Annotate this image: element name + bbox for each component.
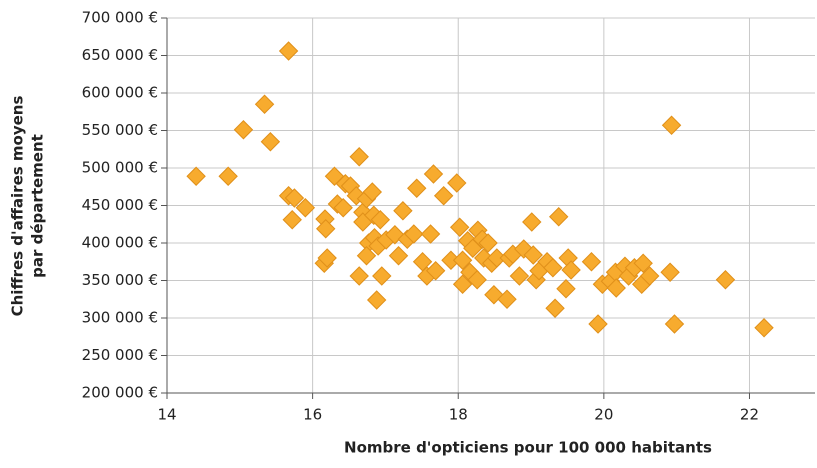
point — [349, 147, 369, 167]
point — [664, 314, 685, 334]
point — [420, 224, 441, 244]
y-tick-label: 450 000 € — [82, 196, 158, 214]
point — [449, 217, 470, 237]
point — [581, 252, 602, 272]
x-tick-label: 14 — [157, 406, 176, 424]
point — [404, 224, 424, 244]
point — [556, 279, 576, 299]
point — [633, 253, 653, 273]
point — [317, 248, 337, 268]
point — [423, 164, 444, 184]
y-tick-label: 300 000 € — [82, 309, 158, 327]
point — [715, 270, 736, 290]
point — [497, 289, 517, 309]
point — [186, 166, 206, 186]
point — [372, 266, 392, 286]
point — [522, 212, 542, 232]
point — [356, 246, 377, 266]
y-tick-label: 550 000 € — [82, 121, 158, 139]
y-tick-label: 650 000 € — [82, 46, 158, 64]
y-tick-label: 700 000 € — [82, 9, 158, 27]
point — [543, 258, 563, 278]
point — [218, 166, 238, 186]
y-tick-label: 350 000 € — [82, 271, 158, 289]
y-tick-label: 200 000 € — [82, 384, 158, 402]
point — [561, 260, 581, 280]
point — [295, 198, 316, 218]
point — [549, 207, 569, 227]
point — [260, 132, 281, 152]
y-tick-label: 400 000 € — [82, 234, 158, 252]
point — [233, 120, 254, 140]
point — [407, 178, 427, 198]
point — [284, 188, 305, 208]
point — [433, 186, 454, 206]
point — [447, 173, 467, 193]
point — [349, 266, 369, 286]
point — [316, 219, 336, 239]
point — [660, 262, 680, 282]
point — [366, 290, 387, 310]
point — [640, 266, 660, 286]
point — [754, 318, 774, 338]
y-tick-label: 250 000 € — [82, 346, 158, 364]
y-tick-label: 600 000 € — [82, 84, 158, 102]
point — [254, 94, 275, 114]
point — [452, 274, 473, 294]
point — [370, 210, 391, 230]
point — [661, 115, 682, 135]
point — [452, 250, 473, 270]
y-axis-label: Chiffres d'affaires moyens — [9, 96, 27, 317]
x-tick-label: 20 — [594, 406, 613, 424]
x-tick-label: 22 — [740, 406, 759, 424]
point — [362, 182, 383, 202]
point — [425, 261, 446, 281]
point — [393, 201, 413, 221]
point — [333, 198, 353, 218]
point — [467, 270, 487, 290]
point — [545, 298, 565, 318]
point — [388, 246, 409, 266]
point — [523, 245, 543, 265]
point — [509, 266, 530, 286]
x-axis-label: Nombre d'opticiens pour 100 000 habitant… — [344, 439, 712, 457]
point — [588, 314, 608, 334]
y-axis-label: par département — [29, 134, 47, 278]
y-tick-label: 500 000 € — [82, 159, 158, 177]
x-tick-label: 16 — [303, 406, 322, 424]
x-tick-label: 18 — [449, 406, 468, 424]
point — [606, 278, 626, 298]
point — [278, 41, 299, 61]
point — [282, 210, 302, 230]
point — [478, 233, 498, 253]
